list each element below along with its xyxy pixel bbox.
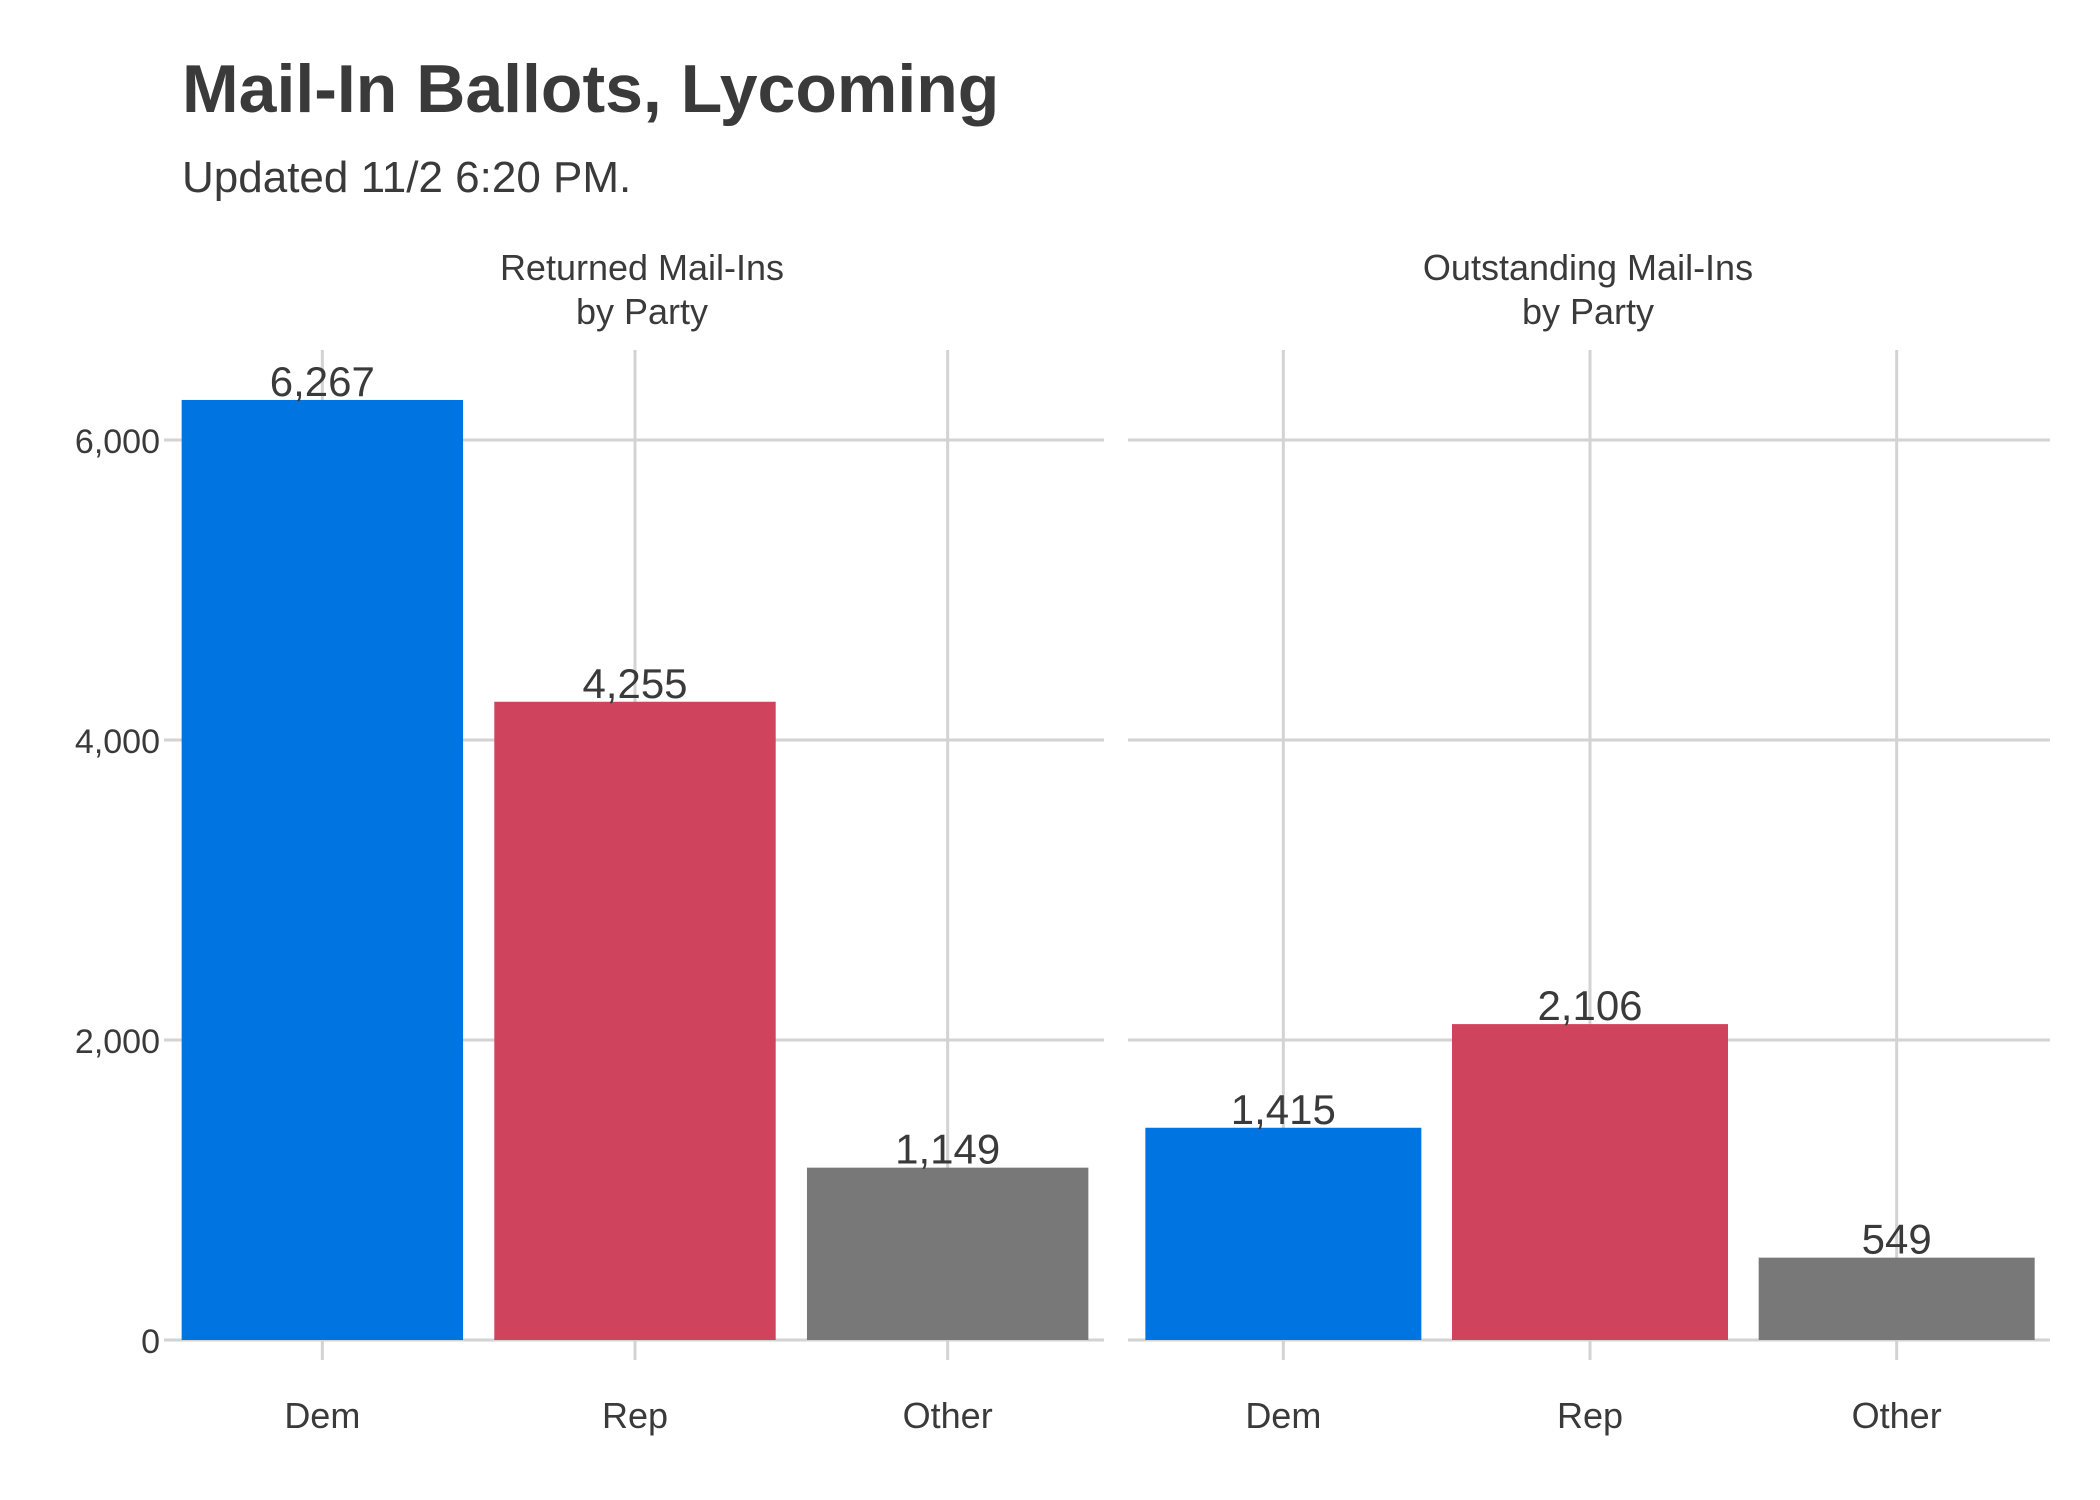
y-tick-label: 4,000 bbox=[75, 723, 160, 761]
x-tick-label: Rep bbox=[602, 1395, 668, 1436]
panel-outstanding: Outstanding Mail-Ins by Party 1,415 2,106… bbox=[1128, 247, 2050, 1436]
bar-other bbox=[806, 1167, 1089, 1340]
bar-dem bbox=[1145, 1127, 1422, 1340]
panel-returned-bars bbox=[181, 399, 1089, 1340]
x-tick-label: Dem bbox=[1245, 1395, 1321, 1436]
bar-value-label: 4,255 bbox=[582, 660, 687, 707]
chart-title: Mail-In Ballots, Lycoming bbox=[182, 51, 999, 127]
y-tick-label: 6,000 bbox=[75, 423, 160, 461]
bar-value-label: 549 bbox=[1862, 1216, 1932, 1263]
panel-outstanding-bars bbox=[1145, 1024, 2035, 1340]
panel-title-outstanding-line1: Outstanding Mail-Ins bbox=[1423, 247, 1753, 288]
x-tick-label: Other bbox=[1852, 1395, 1942, 1436]
panel-outstanding-labels: 1,415 2,106 549 bbox=[1231, 982, 1932, 1263]
bar-rep bbox=[1452, 1024, 1728, 1340]
bar-dem bbox=[181, 399, 464, 1340]
bar-other bbox=[1758, 1257, 2035, 1340]
x-tick-label: Rep bbox=[1557, 1395, 1623, 1436]
x-tick-label: Other bbox=[903, 1395, 993, 1436]
bar-value-label: 1,149 bbox=[895, 1126, 1000, 1173]
y-axis: 0 2,000 4,000 6,000 bbox=[75, 423, 160, 1361]
x-tick-label: Dem bbox=[284, 1395, 360, 1436]
chart-subtitle: Updated 11/2 6:20 PM. bbox=[182, 153, 631, 202]
bar-rep bbox=[494, 701, 776, 1340]
panel-title-returned-line2: by Party bbox=[576, 291, 708, 332]
bar-value-label: 6,267 bbox=[270, 358, 375, 405]
panel-outstanding-x-ticks: Dem Rep Other bbox=[1245, 1395, 1941, 1436]
bar-value-label: 2,106 bbox=[1537, 982, 1642, 1029]
panel-returned-labels: 6,267 4,255 1,149 bbox=[270, 358, 1000, 1173]
panel-returned: Returned Mail-Ins by Party 6,267 4,255 1,1… bbox=[164, 247, 1104, 1436]
y-tick-label: 2,000 bbox=[75, 1023, 160, 1061]
panel-title-outstanding-line2: by Party bbox=[1522, 291, 1654, 332]
y-tick-label: 0 bbox=[141, 1323, 160, 1361]
panel-title-returned-line1: Returned Mail-Ins bbox=[500, 247, 784, 288]
panel-returned-x-ticks: Dem Rep Other bbox=[284, 1395, 992, 1436]
bar-value-label: 1,415 bbox=[1231, 1086, 1336, 1133]
